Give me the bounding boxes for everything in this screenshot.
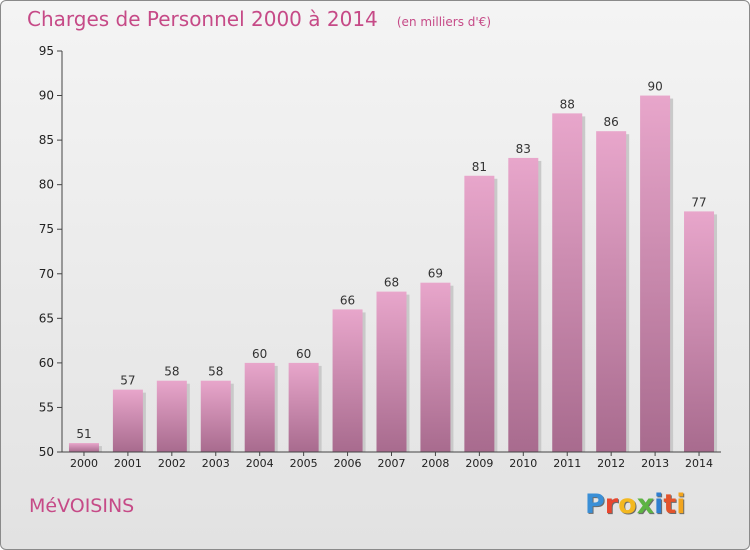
y-tick-label: 55 xyxy=(39,400,54,414)
bar xyxy=(552,113,583,452)
bar xyxy=(244,362,275,452)
y-tick-label: 50 xyxy=(39,445,54,459)
x-tick-label: 2008 xyxy=(421,457,449,470)
chart-unit-note: (en milliers d'€) xyxy=(396,15,491,29)
bar-value-label: 57 xyxy=(120,374,135,388)
bar-value-label: 51 xyxy=(76,427,91,441)
bar xyxy=(596,131,627,452)
title-row: Charges de Personnel 2000 à 2014 (en mil… xyxy=(27,7,491,31)
x-tick-label: 2004 xyxy=(246,457,274,470)
bar-value-label: 68 xyxy=(384,276,399,290)
bar-value-label: 86 xyxy=(604,115,619,129)
bar xyxy=(684,211,715,452)
bar-value-label: 77 xyxy=(691,195,706,209)
bar xyxy=(376,291,407,452)
bar xyxy=(332,309,363,452)
x-tick-label: 2012 xyxy=(597,457,625,470)
y-tick-label: 80 xyxy=(39,178,54,192)
x-tick-label: 2011 xyxy=(553,457,581,470)
bar xyxy=(156,380,187,452)
logo-letter: x xyxy=(636,489,655,520)
bar xyxy=(68,443,99,452)
bar-value-label: 60 xyxy=(252,347,267,361)
x-tick-label: 2001 xyxy=(114,457,142,470)
x-tick-label: 2006 xyxy=(334,457,362,470)
bar-value-label: 58 xyxy=(164,365,179,379)
y-tick-label: 70 xyxy=(39,267,54,281)
logo-letter: o xyxy=(618,489,637,520)
x-tick-label: 2005 xyxy=(290,457,318,470)
logo-letter: P xyxy=(585,489,605,520)
x-tick-label: 2010 xyxy=(509,457,537,470)
x-tick-label: 2000 xyxy=(70,457,98,470)
proxiti-logo: Proxiti xyxy=(585,489,686,520)
bar xyxy=(200,380,231,452)
bar xyxy=(640,95,671,453)
x-tick-label: 2009 xyxy=(465,457,493,470)
bar-value-label: 88 xyxy=(560,97,575,111)
bar xyxy=(464,175,495,452)
x-tick-label: 2003 xyxy=(202,457,230,470)
y-tick-label: 60 xyxy=(39,356,54,370)
y-tick-label: 85 xyxy=(39,133,54,147)
chart-title: Charges de Personnel 2000 à 2014 xyxy=(27,7,378,31)
bar xyxy=(508,157,539,452)
bar-value-label: 60 xyxy=(296,347,311,361)
bar-value-label: 69 xyxy=(428,267,443,281)
logo-letter: i xyxy=(676,489,686,520)
bar xyxy=(420,282,451,452)
x-tick-label: 2007 xyxy=(378,457,406,470)
y-tick-label: 90 xyxy=(39,89,54,103)
bar-value-label: 58 xyxy=(208,365,223,379)
y-tick-label: 65 xyxy=(39,311,54,325)
y-tick-label: 95 xyxy=(39,44,54,58)
commune-name: MéVOISINS xyxy=(29,495,135,517)
logo-letter: r xyxy=(604,489,619,520)
bar-value-label: 90 xyxy=(647,80,662,94)
bar-value-label: 81 xyxy=(472,160,487,174)
logo-letter: i xyxy=(654,489,664,520)
bar-value-label: 83 xyxy=(516,142,531,156)
axes: 2000 2001 2002 2003 2004 2005 2006 2007 2008 2009… xyxy=(39,44,721,470)
bar xyxy=(288,362,319,452)
x-tick-label: 2014 xyxy=(685,457,713,470)
bars-layer: 51 57 58 58 60 60 66 68 69 81 83 88 86 90 77 xyxy=(68,80,718,453)
bar-value-label: 66 xyxy=(340,293,355,307)
x-tick-label: 2002 xyxy=(158,457,186,470)
x-tick-label: 2013 xyxy=(641,457,669,470)
logo-letter: t xyxy=(663,489,677,520)
y-tick-label: 75 xyxy=(39,222,54,236)
bar xyxy=(112,389,143,452)
